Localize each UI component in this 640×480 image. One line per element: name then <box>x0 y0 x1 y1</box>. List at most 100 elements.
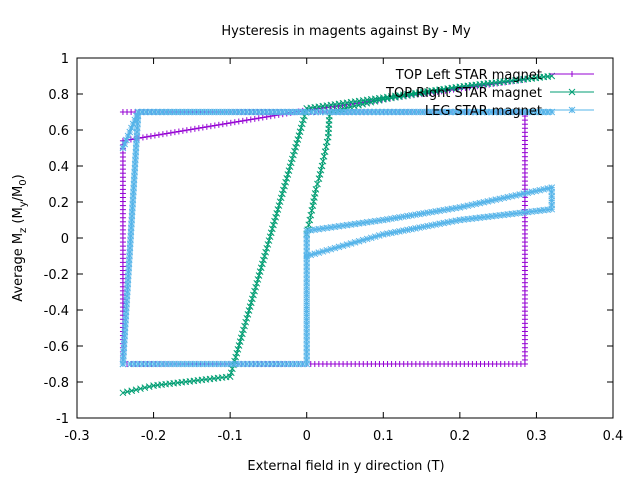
data-point <box>375 232 383 239</box>
data-point <box>317 166 325 174</box>
y-tick-label: 0.8 <box>48 88 69 103</box>
data-point <box>416 224 423 231</box>
data-point <box>211 122 218 129</box>
data-point <box>203 123 210 130</box>
data-point <box>460 203 468 210</box>
y-tick-label: -0.6 <box>44 340 69 355</box>
data-point <box>119 360 127 368</box>
data-point <box>335 243 343 251</box>
data-point <box>343 241 351 248</box>
data-point <box>540 185 548 193</box>
data-point <box>232 353 240 361</box>
data-point <box>151 132 158 139</box>
data-point <box>492 196 500 204</box>
data-point <box>237 334 245 342</box>
data-point <box>255 115 262 122</box>
y-tick-label: 0.6 <box>48 124 69 139</box>
data-point <box>175 128 182 135</box>
data-point <box>536 186 544 194</box>
data-point <box>472 200 480 208</box>
data-point <box>287 159 295 167</box>
data-point <box>488 197 496 204</box>
x-tick-label: 0.2 <box>450 429 471 444</box>
data-point <box>367 234 375 242</box>
data-point <box>428 221 436 229</box>
data-point <box>315 249 323 256</box>
data-point <box>392 228 399 236</box>
y-tick-label: 1 <box>61 52 69 67</box>
data-point <box>286 163 294 171</box>
series-line <box>122 75 552 394</box>
data-point <box>259 114 266 121</box>
data-point <box>371 97 379 105</box>
data-point <box>319 248 327 255</box>
data-point <box>480 198 488 206</box>
data-point <box>250 291 257 299</box>
data-point <box>387 229 395 237</box>
data-point <box>227 119 234 126</box>
data-point <box>258 260 266 268</box>
data-point <box>266 233 274 241</box>
legend-marker <box>568 88 576 96</box>
data-point <box>219 121 226 128</box>
y-axis-label: Average Mz (My/M0) <box>11 174 29 301</box>
data-point <box>408 225 415 233</box>
data-point <box>512 191 520 199</box>
data-point <box>436 220 444 228</box>
data-point <box>290 151 297 159</box>
data-point <box>339 242 347 250</box>
legend-marker <box>568 106 576 114</box>
data-point <box>295 132 303 139</box>
data-point <box>281 182 288 190</box>
data-point <box>263 244 271 252</box>
x-tick-label: 0.1 <box>373 429 394 444</box>
data-point <box>310 198 317 205</box>
data-point <box>311 194 318 201</box>
data-point <box>268 225 276 233</box>
data-point <box>315 175 323 182</box>
data-point <box>235 118 242 125</box>
data-point <box>367 98 375 106</box>
data-point <box>187 126 194 133</box>
data-point <box>363 235 371 243</box>
data-point <box>242 318 250 326</box>
data-point <box>255 272 263 279</box>
data-point <box>420 223 427 231</box>
data-point <box>277 194 285 202</box>
legend-label: LEG STAR magnet <box>425 104 542 119</box>
data-point <box>235 342 243 349</box>
data-point <box>282 178 289 186</box>
series-layer <box>119 72 556 397</box>
data-point <box>371 233 379 241</box>
y-tick-label: 0.2 <box>48 196 69 211</box>
data-point <box>379 231 387 238</box>
data-point <box>253 279 261 287</box>
data-point <box>468 201 476 209</box>
data-point <box>285 167 293 174</box>
x-tick-label: -0.2 <box>141 429 166 444</box>
data-point <box>424 222 431 230</box>
data-point <box>444 218 452 226</box>
data-point <box>532 187 540 195</box>
data-point <box>440 219 448 227</box>
data-point <box>147 133 154 140</box>
data-point <box>248 295 256 303</box>
data-point <box>400 227 407 234</box>
data-point <box>293 140 301 147</box>
data-point <box>273 209 281 217</box>
data-point <box>227 369 235 377</box>
legend-label: TOP Left STAR magnet <box>395 68 542 83</box>
data-point <box>231 119 238 126</box>
data-point <box>256 268 264 276</box>
legend: TOP Left STAR magnet TOP Right STAR magne… <box>385 68 594 119</box>
chart-title: Hysteresis in magents against By - My <box>221 24 471 39</box>
data-point <box>260 256 267 264</box>
data-point <box>312 186 320 193</box>
data-point <box>247 116 254 123</box>
data-point <box>233 349 241 357</box>
data-point <box>278 190 286 198</box>
data-point <box>500 194 508 202</box>
data-point <box>261 252 268 260</box>
x-tick-label: -0.3 <box>64 429 89 444</box>
